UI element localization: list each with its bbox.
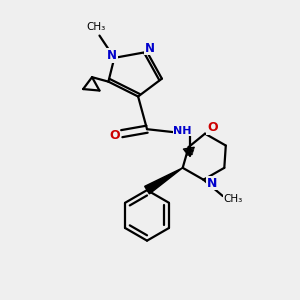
Text: O: O bbox=[109, 129, 120, 142]
Text: N: N bbox=[144, 42, 154, 55]
Polygon shape bbox=[145, 168, 183, 194]
Text: O: O bbox=[207, 121, 218, 134]
Text: N: N bbox=[107, 49, 117, 62]
Text: NH: NH bbox=[173, 126, 192, 136]
Text: CH₃: CH₃ bbox=[224, 194, 243, 204]
Text: N: N bbox=[207, 177, 217, 190]
Text: CH₃: CH₃ bbox=[87, 22, 106, 32]
